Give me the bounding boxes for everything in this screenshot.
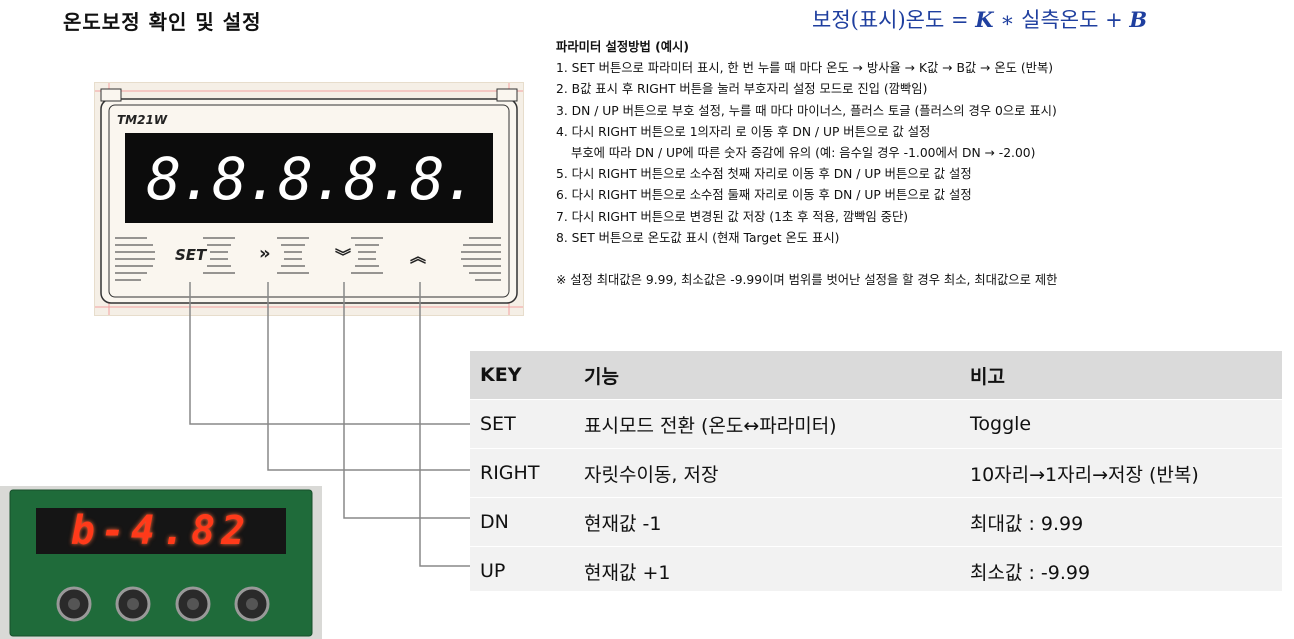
cell-key: UP — [470, 546, 574, 595]
pcb-photo: b-4.82 — [0, 486, 322, 639]
cell-function: 자릿수이동, 저장 — [574, 448, 960, 498]
device-panel-drawing: TM21W SET » ︾ ︽ 8.8.8.8.8. — [94, 82, 524, 316]
page-title: 온도보정 확인 및 설정 — [63, 10, 262, 34]
header-function: 기능 — [574, 351, 960, 400]
method-step: 4. 다시 RIGHT 버튼으로 1의자리 로 이동 후 DN / UP 버튼으… — [556, 124, 931, 139]
parameter-method: 파라미터 설정방법 (예시) 1. SET 버튼으로 파라미터 표시, 한 번 … — [556, 37, 1286, 291]
formula-k: K — [975, 7, 994, 32]
method-step: 7. 다시 RIGHT 버튼으로 변경된 값 저장 (1초 후 적용, 깜빡임 … — [556, 209, 909, 224]
device-model-label: TM21W — [117, 113, 168, 127]
key-function-table: KEY 기능 비고 SET 표시모드 전환 (온도↔파라미터) Toggle R… — [470, 351, 1282, 595]
device-svg — [95, 83, 523, 315]
formula-b: B — [1129, 7, 1148, 32]
calibration-formula: 보정(표시)온도 = K ∗ 실측온도 + B — [812, 4, 1147, 34]
method-step: 2. B값 표시 후 RIGHT 버튼을 눌러 부호자리 설정 모드로 진입 (… — [556, 82, 928, 97]
table-row: DN 현재값 -1 최대값 : 9.99 — [470, 497, 1282, 547]
cell-function: 현재값 -1 — [574, 497, 960, 547]
method-title: 파라미터 설정방법 (예시) — [556, 40, 689, 54]
header-remark: 비고 — [960, 351, 1282, 400]
method-step: 5. 다시 RIGHT 버튼으로 소수점 첫째 자리로 이동 후 DN / UP… — [556, 167, 972, 182]
pcb-led-display: b-4.82 — [70, 508, 252, 554]
cell-remark: Toggle — [960, 399, 1282, 449]
cell-key: RIGHT — [470, 448, 574, 498]
formula-mid: ∗ 실측온도 + — [1000, 8, 1123, 32]
cell-function: 현재값 +1 — [574, 546, 960, 595]
table-row: SET 표시모드 전환 (온도↔파라미터) Toggle — [470, 399, 1282, 449]
cell-key: DN — [470, 497, 574, 547]
table-row: RIGHT 자릿수이동, 저장 10자리→1자리→저장 (반복) — [470, 448, 1282, 498]
method-step: 부호에 따라 DN / UP에 따른 숫자 증감에 유의 (예: 음수일 경우 … — [571, 146, 1036, 161]
formula-lhs: 보정(표시)온도 = — [812, 8, 969, 32]
method-step: 8. SET 버튼으로 온도값 표시 (현재 Target 온도 표시) — [556, 230, 840, 245]
device-digits-text: 8.8.8.8.8. — [146, 145, 477, 213]
table-header-row: KEY 기능 비고 — [470, 351, 1282, 400]
up-key-label: ︽ — [410, 247, 427, 266]
header-key: KEY — [470, 351, 574, 400]
set-key-label: SET — [175, 246, 207, 264]
cell-remark: 최대값 : 9.99 — [960, 497, 1282, 547]
right-key-label: » — [259, 243, 271, 264]
cell-remark: 10자리→1자리→저장 (반복) — [960, 448, 1282, 498]
cell-function: 표시모드 전환 (온도↔파라미터) — [574, 399, 960, 449]
method-step: 1. SET 버튼으로 파라미터 표시, 한 번 누를 때 마다 온도 → 방사… — [556, 61, 1054, 76]
cell-key: SET — [470, 399, 574, 449]
method-step: 6. 다시 RIGHT 버튼으로 소수점 둘째 자리로 이동 후 DN / UP… — [556, 188, 972, 203]
table-row: UP 현재값 +1 최소값 : -9.99 — [470, 546, 1282, 595]
device-display — [125, 133, 493, 223]
method-step: 3. DN / UP 버튼으로 부호 설정, 누를 때 마다 마이너스, 플러스… — [556, 103, 1057, 118]
method-note: ※ 설정 최대값은 9.99, 최소값은 -9.99이며 범위를 벗어난 설정을… — [556, 273, 1058, 288]
cell-remark: 최소값 : -9.99 — [960, 546, 1282, 595]
dn-key-label: ︾ — [335, 247, 352, 266]
